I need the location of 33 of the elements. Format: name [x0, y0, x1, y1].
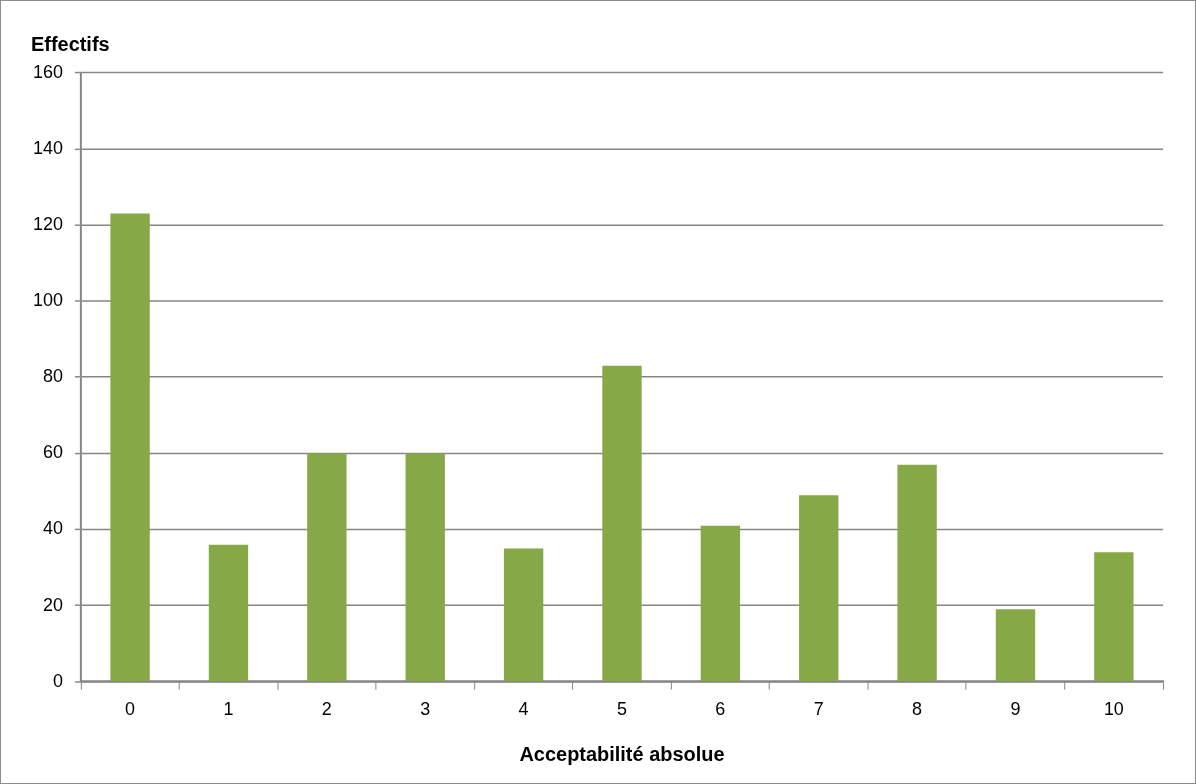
y-tick-label: 120 [32, 213, 63, 234]
y-tick-label: 40 [42, 518, 63, 539]
x-tick-label: 7 [813, 699, 824, 720]
bar [307, 453, 347, 681]
x-tick-label: 9 [1010, 699, 1021, 720]
y-tick-label: 100 [32, 290, 63, 311]
y-tick-label: 20 [42, 594, 63, 615]
bar [897, 464, 937, 681]
x-tick-label: 3 [420, 699, 431, 720]
x-tick-label: 1 [223, 699, 234, 720]
bar [799, 495, 839, 681]
x-tick-label: 6 [715, 699, 726, 720]
x-tick-label: 4 [518, 699, 529, 720]
bar [700, 525, 741, 681]
x-axis-title: Acceptabilité absolue [519, 742, 725, 765]
bar [503, 548, 544, 681]
y-tick-label: 80 [42, 366, 63, 387]
x-tick-label: 8 [912, 699, 923, 720]
bar [995, 609, 1036, 681]
x-tick-label: 2 [321, 699, 332, 720]
x-tick-label: 0 [125, 699, 136, 720]
y-tick-label: 60 [42, 442, 63, 463]
bar [110, 213, 150, 681]
y-tick-label: 160 [32, 61, 63, 82]
bar [602, 365, 642, 681]
x-tick-label: 5 [616, 699, 627, 720]
bar [208, 544, 249, 681]
bar [405, 453, 445, 681]
x-tick-label: 10 [1103, 699, 1124, 720]
y-tick-label: 0 [52, 670, 63, 691]
y-axis-title: Effectifs [30, 32, 110, 55]
bar [1094, 552, 1134, 681]
y-tick-label: 140 [32, 137, 63, 158]
